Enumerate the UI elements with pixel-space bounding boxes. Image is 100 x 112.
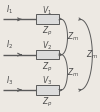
Bar [36, 50, 59, 59]
Text: $\mathit{Z_m}$: $\mathit{Z_m}$ [86, 48, 98, 61]
Text: $\mathit{Z_p}$: $\mathit{Z_p}$ [42, 96, 53, 109]
Bar [36, 85, 59, 95]
Bar [36, 14, 59, 24]
Text: $\mathit{I_1}$: $\mathit{I_1}$ [6, 4, 14, 16]
Text: $\mathit{V_3}$: $\mathit{V_3}$ [42, 75, 52, 87]
Text: $\mathit{I_2}$: $\mathit{I_2}$ [6, 39, 14, 51]
Text: $\mathit{V_1}$: $\mathit{V_1}$ [42, 4, 52, 17]
Text: $\mathit{V_2}$: $\mathit{V_2}$ [42, 39, 52, 52]
Text: $\mathit{Z_p}$: $\mathit{Z_p}$ [42, 60, 53, 74]
Text: $\mathit{Z_m}$: $\mathit{Z_m}$ [67, 66, 79, 79]
Text: $\mathit{Z_p}$: $\mathit{Z_p}$ [42, 25, 53, 38]
Text: $\mathit{I_3}$: $\mathit{I_3}$ [6, 74, 14, 87]
Text: $\mathit{Z_m}$: $\mathit{Z_m}$ [67, 31, 79, 43]
